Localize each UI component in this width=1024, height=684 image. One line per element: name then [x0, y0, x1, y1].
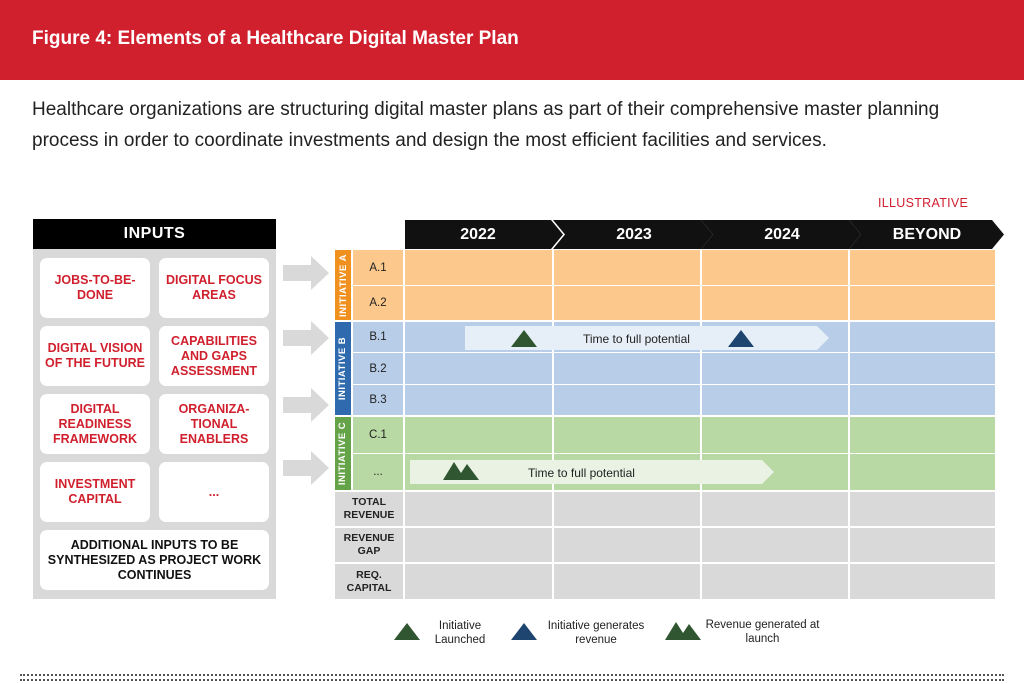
- timebar-label-c: Time to full potential: [528, 466, 635, 480]
- year-header-beyond: BEYOND: [849, 220, 1004, 249]
- footer-divider: [20, 674, 1004, 676]
- input-capabilities-gaps: CAPABILITIES AND GAPS ASSESSMENT: [159, 326, 269, 386]
- year-header-2022: 2022: [405, 220, 563, 249]
- grid-cell: [850, 417, 995, 453]
- row-code-c-more: ...: [353, 454, 403, 490]
- grid-cell: [702, 286, 848, 320]
- intro-paragraph: Healthcare organizations are structuring…: [32, 99, 940, 151]
- row-code-b3: B.3: [353, 385, 403, 415]
- grid-cell: [850, 250, 995, 285]
- grid-cell: [405, 385, 552, 415]
- timebar-label-b1: Time to full potential: [583, 332, 690, 346]
- grid-cell: [554, 353, 700, 384]
- grid-cell: [405, 528, 552, 562]
- grid-cell: [405, 492, 552, 526]
- grid-cell: [850, 286, 995, 320]
- grid-cell: [702, 528, 848, 562]
- legend-revenue-at-launch-label: Revenue generated at launch: [705, 619, 820, 645]
- legend-revenue-at-launch-icon: [665, 622, 701, 640]
- grid-cell: [554, 564, 700, 599]
- year-header-2024: 2024: [701, 220, 861, 249]
- grid-cell: [850, 492, 995, 526]
- illustrative-tag: ILLUSTRATIVE: [878, 196, 969, 210]
- grid-cell: [702, 250, 848, 285]
- inputs-panel: INPUTS JOBS-TO-BE-DONE DIGITAL FOCUS ARE…: [33, 219, 276, 599]
- input-additional: ADDITIONAL INPUTS TO BE SYNTHESIZED AS P…: [40, 530, 269, 590]
- grid-cell: [405, 353, 552, 384]
- grid-cell: [702, 385, 848, 415]
- grid-cell: [554, 417, 700, 453]
- flow-arrow-icon: [283, 388, 329, 422]
- grid-cell: [850, 454, 995, 490]
- footer-divider: [20, 679, 1004, 681]
- grid-cell: [702, 417, 848, 453]
- year-header-2023: 2023: [553, 220, 713, 249]
- grid-cell: [405, 250, 552, 285]
- figure-title: Figure 4: Elements of a Healthcare Digit…: [32, 28, 519, 49]
- row-code-a1: A.1: [353, 250, 403, 285]
- row-code-b2: B.2: [353, 353, 403, 384]
- grid-cell: [850, 564, 995, 599]
- legend-launched-icon: [394, 623, 420, 640]
- grid-cell: [554, 528, 700, 562]
- flow-arrow-icon: [283, 321, 329, 355]
- legend-generates-icon: [511, 623, 537, 640]
- initiative-b-label: INITIATIVE B: [335, 322, 351, 415]
- inputs-header: INPUTS: [33, 219, 276, 249]
- grid-cell: [554, 286, 700, 320]
- legend-launched-label: Initiative Launched: [434, 620, 486, 646]
- grid-cell: [405, 564, 552, 599]
- input-investment-capital: INVESTMENT CAPITAL: [40, 462, 150, 522]
- metric-revenue-gap: REVENUE GAP: [335, 528, 403, 562]
- grid-cell: [850, 322, 995, 352]
- input-ellipsis: ...: [159, 462, 269, 522]
- input-organizational-enablers: ORGANIZA-TIONAL ENABLERS: [159, 394, 269, 454]
- grid-cell: [554, 385, 700, 415]
- title-banner: Figure 4: Elements of a Healthcare Digit…: [0, 0, 1024, 80]
- input-digital-vision: DIGITAL VISION OF THE FUTURE: [40, 326, 150, 386]
- metric-total-revenue: TOTAL REVENUE: [335, 492, 403, 526]
- grid-cell: [702, 564, 848, 599]
- grid-cell: [554, 492, 700, 526]
- revenue-at-launch-icon: [443, 462, 479, 480]
- row-code-c1: C.1: [353, 417, 403, 453]
- grid-cell: [554, 250, 700, 285]
- initiative-generates-revenue-icon: [728, 330, 754, 347]
- time-to-full-potential-bar-c: [410, 460, 774, 484]
- input-digital-readiness: DIGITAL READINESS FRAMEWORK: [40, 394, 150, 454]
- flow-arrow-icon: [283, 256, 329, 290]
- initiative-c-label: INITIATIVE C: [335, 417, 351, 490]
- row-code-b1: B.1: [353, 322, 403, 352]
- grid-cell: [702, 492, 848, 526]
- grid-cell: [850, 353, 995, 384]
- grid-cell: [405, 417, 552, 453]
- input-digital-focus-areas: DIGITAL FOCUS AREAS: [159, 258, 269, 318]
- initiative-launched-icon: [511, 330, 537, 347]
- initiative-a-label: INITIATIVE A: [335, 250, 351, 320]
- legend-generates-label: Initiative generates revenue: [547, 620, 645, 646]
- row-code-a2: A.2: [353, 286, 403, 320]
- grid-cell: [405, 286, 552, 320]
- grid-cell: [850, 385, 995, 415]
- metric-req-capital: REQ. CAPITAL: [335, 564, 403, 599]
- input-jobs-to-be-done: JOBS-TO-BE-DONE: [40, 258, 150, 318]
- flow-arrow-icon: [283, 451, 329, 485]
- grid-cell: [850, 528, 995, 562]
- grid-cell: [702, 353, 848, 384]
